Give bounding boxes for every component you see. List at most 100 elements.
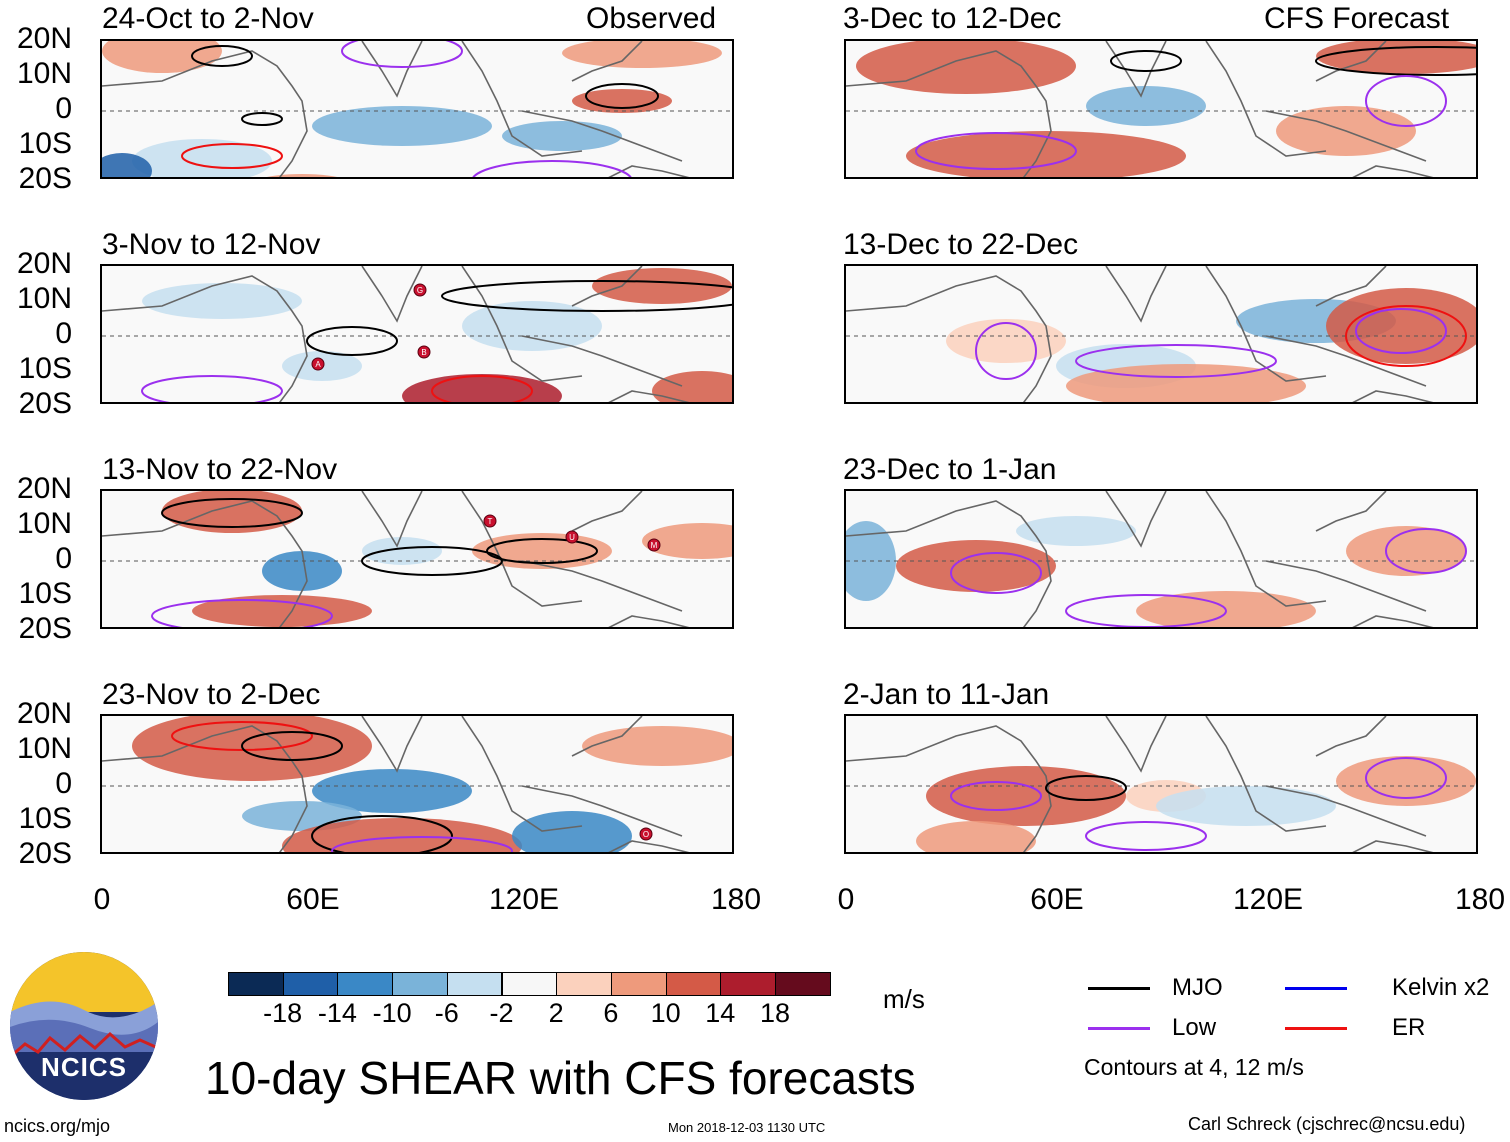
wave-contour <box>1365 75 1447 127</box>
svg-text:A: A <box>315 360 321 369</box>
shear-anomaly-region <box>262 551 342 591</box>
colorbar-tick-label: 14 <box>705 998 736 1028</box>
wave-contour <box>151 599 333 627</box>
shear-anomaly-region <box>896 540 1056 592</box>
colorbar-swatch <box>556 972 612 996</box>
svg-text:M: M <box>651 541 658 550</box>
colorbar-swatch <box>720 972 776 996</box>
storm-marker: M <box>647 538 661 552</box>
legend-label-kelvin: Kelvin x2 <box>1392 974 1490 1001</box>
legend-label-er: ER <box>1392 1014 1426 1041</box>
footer-url: ncics.org/mjo <box>4 1116 111 1136</box>
wave-contour <box>341 41 463 68</box>
shear-anomaly-region <box>856 41 1076 94</box>
colorbar-swatch <box>775 972 831 996</box>
panel-title: 24-Oct to 2-Nov <box>102 2 314 35</box>
wave-contour <box>361 546 503 576</box>
wave-contour <box>1065 594 1227 627</box>
panel-title: 13-Dec to 22-Dec <box>843 228 1079 261</box>
contour-note: Contours at 4, 12 m/s <box>1084 1054 1304 1080</box>
wave-contour <box>950 552 1042 594</box>
shear-anomaly-region <box>192 595 372 627</box>
map-panel <box>844 264 1478 404</box>
svg-text:O: O <box>643 830 649 839</box>
svg-text:B: B <box>421 348 426 357</box>
y-tick-label: 10S <box>18 127 72 160</box>
storm-marker: O <box>639 827 653 841</box>
shear-anomaly-region <box>1346 526 1466 576</box>
panel-title: 23-Nov to 2-Dec <box>102 678 321 711</box>
x-tick-label: 60E <box>286 883 340 916</box>
shear-anomaly-region <box>502 121 622 151</box>
y-tick-label: 20S <box>18 387 72 420</box>
shear-anomaly-region <box>1086 86 1206 126</box>
map-panel <box>844 489 1478 629</box>
map-panel-plot <box>846 716 1476 852</box>
wave-contour <box>441 280 732 312</box>
coastline <box>846 716 1434 852</box>
svg-text:T: T <box>488 517 493 526</box>
y-tick-label: 0 <box>55 542 72 575</box>
colorbar-tick-label: -6 <box>434 998 459 1028</box>
shear-anomaly-region <box>1016 516 1136 546</box>
wave-contour <box>472 160 632 177</box>
colorbar-units: m/s <box>883 984 925 1014</box>
y-tick-label: 20S <box>18 837 72 870</box>
map-panel <box>844 39 1478 179</box>
map-panel-plot: O <box>102 716 732 852</box>
legend-swatch-mjo <box>1088 987 1150 990</box>
storm-marker: T <box>483 514 497 528</box>
map-panel-plot: G A B <box>102 266 732 402</box>
colorbar-swatch <box>446 972 503 996</box>
shear-anomaly-region <box>462 301 602 351</box>
coastline <box>846 491 1434 627</box>
panel-title: 3-Dec to 12-Dec <box>843 2 1062 35</box>
colorbar-swatch <box>337 972 394 996</box>
map-panel <box>844 714 1478 854</box>
wave-contour <box>181 143 283 169</box>
y-tick-label: 10S <box>18 352 72 385</box>
y-tick-label: 0 <box>55 317 72 350</box>
shear-anomaly-region <box>512 811 632 852</box>
colorbar-swatch <box>610 972 667 996</box>
storm-marker: U <box>565 530 579 544</box>
y-tick-label: 10N <box>16 732 72 765</box>
colorbar-swatch <box>501 972 558 996</box>
wave-contour <box>171 721 313 751</box>
column-label-forecast: CFS Forecast <box>1264 2 1450 35</box>
shear-anomaly-region <box>906 131 1186 177</box>
footer-timestamp: Mon 2018-12-03 1130 UTC <box>668 1120 826 1135</box>
shear-anomaly-region <box>142 283 302 319</box>
coastline <box>102 716 690 852</box>
wave-contour <box>311 815 453 852</box>
panel-title: 13-Nov to 22-Nov <box>102 453 338 486</box>
wave-contour <box>431 375 533 402</box>
map-panel-plot <box>846 491 1476 627</box>
wave-contour <box>1045 775 1127 801</box>
coastline <box>846 266 1434 402</box>
y-tick-label: 20N <box>16 247 72 280</box>
wave-contour <box>585 83 659 109</box>
y-tick-label: 10N <box>16 57 72 90</box>
svg-text:G: G <box>417 286 423 295</box>
column-label-observed: Observed <box>586 2 717 35</box>
wave-contour <box>1365 757 1447 799</box>
shear-anomaly-region <box>312 106 492 146</box>
wave-contour <box>331 836 513 852</box>
shear-anomaly-region <box>362 537 442 565</box>
y-tick-label: 10S <box>18 577 72 610</box>
panel-title: 3-Nov to 12-Nov <box>102 228 321 261</box>
svg-text:U: U <box>569 533 575 542</box>
wave-contour <box>1385 528 1467 574</box>
map-panel-plot <box>846 41 1476 177</box>
legend-swatch-kelvin <box>1285 987 1347 990</box>
y-tick-label: 10S <box>18 802 72 835</box>
storm-marker: A <box>311 357 325 371</box>
shear-anomaly-region <box>312 769 472 813</box>
logo-text: NCICS <box>41 1052 127 1082</box>
panel-title: 23-Dec to 1-Jan <box>843 453 1057 486</box>
coastline <box>102 491 690 627</box>
wave-contour <box>950 781 1042 811</box>
map-panel <box>100 39 734 179</box>
storm-marker: B <box>417 345 431 359</box>
